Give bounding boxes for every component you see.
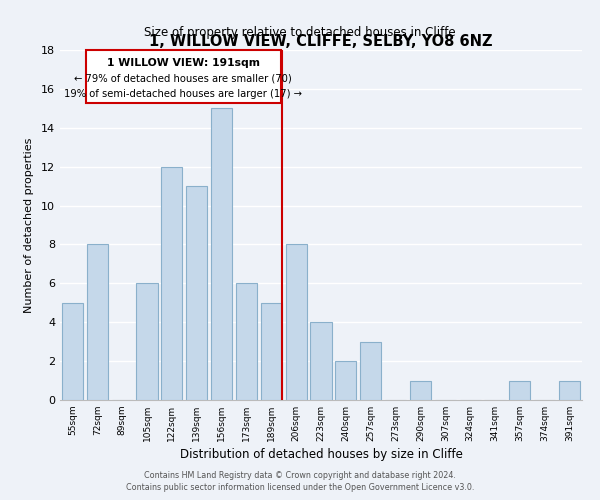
Bar <box>136 284 158 400</box>
Bar <box>360 342 381 400</box>
FancyBboxPatch shape <box>86 50 281 102</box>
Text: Size of property relative to detached houses in Cliffe: Size of property relative to detached ho… <box>144 26 456 39</box>
Bar <box>186 186 207 400</box>
Title: 1, WILLOW VIEW, CLIFFE, SELBY, YO8 6NZ: 1, WILLOW VIEW, CLIFFE, SELBY, YO8 6NZ <box>149 34 493 49</box>
Bar <box>261 303 282 400</box>
Bar <box>559 380 580 400</box>
Bar <box>509 380 530 400</box>
Bar <box>87 244 108 400</box>
Bar <box>62 303 83 400</box>
Bar <box>161 166 182 400</box>
Bar <box>310 322 332 400</box>
Text: ← 79% of detached houses are smaller (70): ← 79% of detached houses are smaller (70… <box>74 74 292 84</box>
Y-axis label: Number of detached properties: Number of detached properties <box>24 138 34 312</box>
Bar <box>335 361 356 400</box>
Bar <box>286 244 307 400</box>
X-axis label: Distribution of detached houses by size in Cliffe: Distribution of detached houses by size … <box>179 448 463 461</box>
Bar <box>211 108 232 400</box>
Text: 19% of semi-detached houses are larger (17) →: 19% of semi-detached houses are larger (… <box>64 89 302 99</box>
Bar <box>236 284 257 400</box>
Text: 1 WILLOW VIEW: 191sqm: 1 WILLOW VIEW: 191sqm <box>107 58 260 68</box>
Text: Contains HM Land Registry data © Crown copyright and database right 2024.
Contai: Contains HM Land Registry data © Crown c… <box>126 471 474 492</box>
Bar <box>410 380 431 400</box>
